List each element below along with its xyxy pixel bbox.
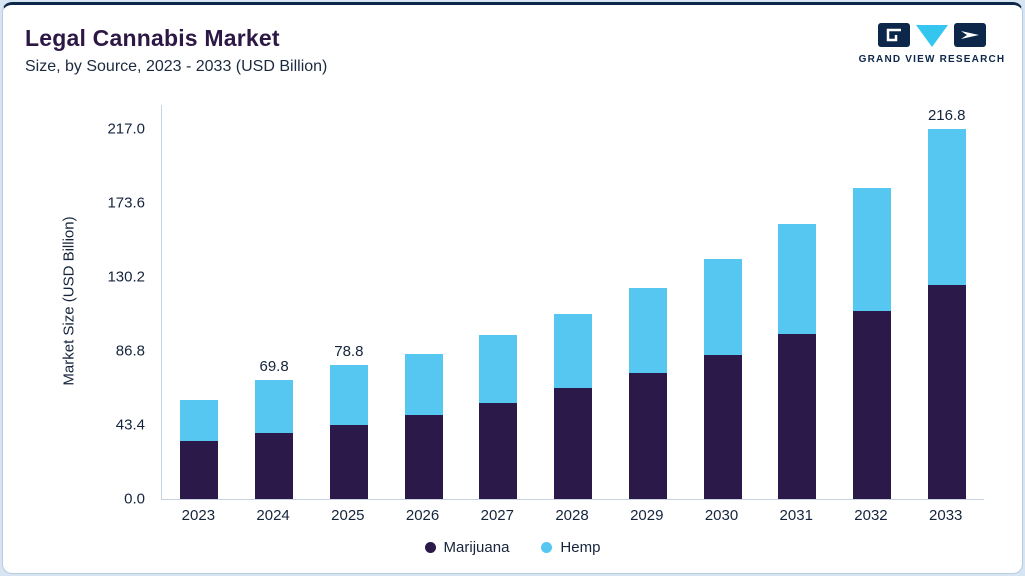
y-tick-label: 217.0 bbox=[107, 120, 145, 138]
x-tick-label: 2026 bbox=[405, 507, 440, 524]
bar-column bbox=[760, 105, 835, 499]
x-tick-label: 2029 bbox=[630, 507, 664, 524]
legend-label: Marijuana bbox=[443, 539, 510, 556]
gvr-logo: GRAND VIEW RESEARCH bbox=[856, 21, 1008, 65]
x-tick-label: 2027 bbox=[480, 507, 514, 524]
legend-swatch bbox=[424, 542, 436, 553]
x-tick-label: 2031 bbox=[779, 507, 813, 524]
marijuana-segment bbox=[703, 354, 742, 499]
bar-total-label: 69.8 bbox=[259, 358, 289, 375]
marijuana-segment bbox=[927, 285, 966, 499]
chart-header: Legal Cannabis Market Size, by Source, 2… bbox=[25, 25, 842, 76]
x-tick-label: 2028 bbox=[555, 507, 589, 524]
marijuana-segment bbox=[479, 402, 518, 499]
marijuana-segment bbox=[180, 441, 219, 499]
page-title: Legal Cannabis Market bbox=[25, 25, 280, 51]
marijuana-segment bbox=[404, 414, 443, 499]
gvr-logo-marks bbox=[878, 23, 986, 47]
bar-column bbox=[835, 105, 910, 499]
y-tick-label: 130.2 bbox=[107, 268, 145, 286]
bar-column: 216.8 bbox=[909, 105, 984, 499]
bar-column bbox=[162, 105, 237, 499]
marijuana-segment bbox=[778, 334, 817, 499]
bar-total-label: 78.8 bbox=[334, 342, 364, 360]
legend-item-marijuana: Marijuana bbox=[424, 539, 510, 556]
x-tick-label: 2032 bbox=[854, 507, 888, 524]
x-tick-label: 2030 bbox=[704, 507, 739, 524]
bar-column: 78.8 bbox=[311, 105, 386, 499]
marijuana-segment bbox=[852, 311, 891, 499]
y-axis-ticks: 0.0 43.4 86.8 130.2 173.6 217.0 bbox=[61, 105, 153, 508]
legend-item-hemp: Hemp bbox=[541, 539, 600, 556]
hemp-segment bbox=[404, 354, 443, 415]
marijuana-segment bbox=[628, 372, 667, 499]
hemp-segment bbox=[927, 129, 966, 286]
bar-total-label: 216.8 bbox=[927, 107, 966, 125]
logo-text: GRAND VIEW RESEARCH bbox=[858, 54, 1006, 65]
hemp-segment bbox=[778, 223, 817, 335]
bar-column: 69.8 bbox=[237, 105, 312, 499]
x-tick-label: 2025 bbox=[331, 507, 365, 524]
marijuana-segment bbox=[329, 425, 368, 499]
x-tick-label: 2024 bbox=[256, 507, 290, 524]
hemp-segment bbox=[852, 187, 891, 312]
marijuana-segment bbox=[255, 433, 294, 499]
marijuana-segment bbox=[554, 388, 593, 499]
hemp-segment bbox=[554, 314, 593, 389]
x-axis-labels: 2023 2024 2025 2026 2027 2028 2029 2030 2031 2032… bbox=[161, 507, 983, 524]
hemp-segment bbox=[479, 335, 518, 403]
y-tick-label: 43.4 bbox=[115, 416, 145, 434]
hemp-segment bbox=[180, 400, 219, 442]
hemp-segment bbox=[255, 380, 294, 434]
y-tick-label: 0.0 bbox=[124, 490, 145, 508]
legend-label: Hemp bbox=[560, 539, 601, 556]
bar-column bbox=[685, 105, 760, 499]
legend-swatch bbox=[541, 542, 553, 553]
bar-column bbox=[610, 105, 685, 499]
x-tick-label: 2023 bbox=[181, 507, 216, 524]
hemp-segment bbox=[703, 259, 742, 355]
x-tick-label: 2033 bbox=[929, 507, 963, 524]
chart-subtitle: Size, by Source, 2023 - 2033 (USD Billio… bbox=[25, 58, 328, 75]
bar-column bbox=[386, 105, 461, 499]
hemp-segment bbox=[628, 287, 667, 373]
plot-area: 69.8 78.8 216.8 bbox=[161, 105, 984, 500]
bar-column bbox=[536, 105, 611, 499]
chart-legend: Marijuana Hemp bbox=[3, 539, 1022, 556]
y-tick-label: 173.6 bbox=[107, 194, 145, 212]
bar-column bbox=[461, 105, 536, 499]
hemp-segment bbox=[329, 364, 368, 425]
y-tick-label: 86.8 bbox=[115, 342, 145, 360]
